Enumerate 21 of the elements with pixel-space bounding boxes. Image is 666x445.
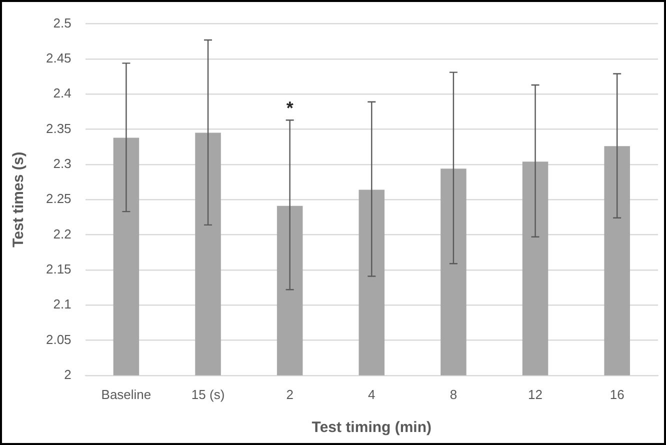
annotation: * <box>286 98 294 118</box>
x-axis-title: Test timing (min) <box>312 419 432 436</box>
y-tick-label: 2.4 <box>53 86 72 101</box>
y-tick-label: 2.05 <box>46 332 72 347</box>
x-tick-label: 12 <box>528 386 543 402</box>
x-tick-label: 2 <box>286 386 294 402</box>
x-tick-label: 8 <box>450 386 458 402</box>
y-tick-label: 2.3 <box>53 156 72 172</box>
y-tick-label: 2.1 <box>53 296 72 312</box>
x-tick-label: 16 <box>610 386 624 402</box>
y-tick-label: 2.5 <box>53 15 72 30</box>
x-tick-label: Baseline <box>101 386 152 402</box>
y-tick-label: 2.35 <box>46 120 72 136</box>
y-tick-label: 2.25 <box>46 191 72 206</box>
y-tick-label: 2.15 <box>46 262 72 276</box>
x-tick-label: 4 <box>368 386 376 402</box>
x-tick-label: 15 (s) <box>191 386 225 402</box>
y-tick-label: 2.45 <box>46 50 72 66</box>
y-tick-label: 2 <box>64 366 72 382</box>
y-axis-title: Test times (s) <box>10 152 28 248</box>
y-tick-label: 2.2 <box>53 226 72 242</box>
